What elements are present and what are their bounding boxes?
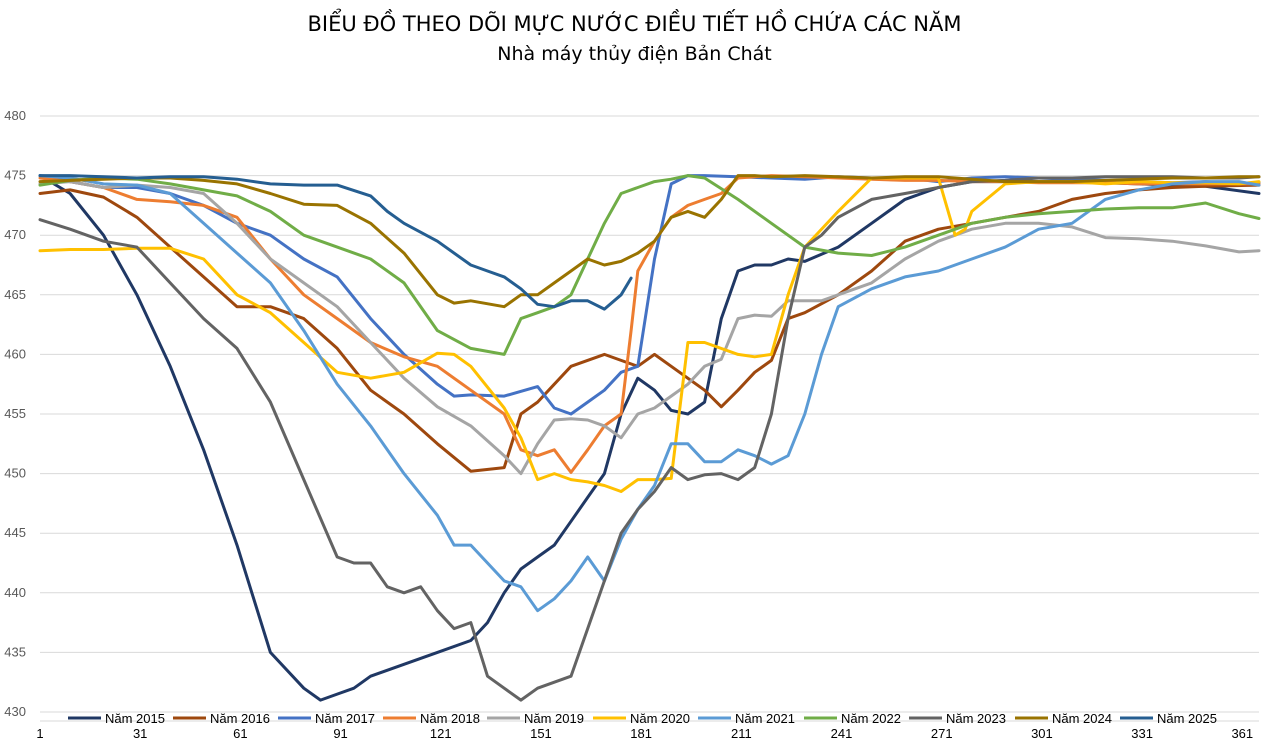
legend-item: Năm 2015 [68, 711, 165, 726]
x-tick-label: 301 [1031, 726, 1053, 741]
x-tick-label: 1 [36, 726, 43, 741]
gridlines [40, 115, 1259, 713]
legend-label: Năm 2025 [1157, 711, 1217, 726]
series-line-5 [38, 180, 1261, 476]
x-tick-label: 241 [831, 726, 853, 741]
y-tick-label: 460 [4, 346, 26, 361]
x-tick-label: 31 [133, 726, 147, 741]
legend-item: Năm 2025 [1120, 711, 1217, 726]
legend-label: Năm 2015 [105, 711, 165, 726]
legend-label: Năm 2017 [315, 711, 375, 726]
chart-subtitle: Nhà máy thủy điện Bản Chát [497, 43, 772, 65]
legend-label: Năm 2024 [1052, 711, 1112, 726]
y-tick-label: 450 [4, 466, 26, 481]
legend-label: Năm 2020 [630, 711, 690, 726]
series-line-10 [38, 174, 1261, 309]
legend-label: Năm 2016 [210, 711, 270, 726]
y-tick-label: 435 [4, 644, 26, 659]
legend-label: Năm 2021 [735, 711, 795, 726]
x-tick-label: 361 [1231, 726, 1253, 741]
series-line-1 [38, 174, 1261, 702]
legend-item: Năm 2021 [698, 711, 795, 726]
legend-label: Năm 2019 [524, 711, 584, 726]
legend-item: Năm 2019 [487, 711, 584, 726]
y-tick-label: 475 [4, 168, 26, 183]
y-tick-label: 465 [4, 287, 26, 302]
x-tick-label: 91 [333, 726, 347, 741]
y-tick-label: 455 [4, 406, 26, 421]
chart-title: BIỂU ĐỒ THEO DÕI MỰC NƯỚC ĐIỀU TIẾT HỒ C… [307, 12, 962, 36]
series-lines [38, 174, 1261, 702]
legend-item: Năm 2017 [278, 711, 375, 726]
legend-item: Năm 2024 [1015, 711, 1112, 726]
y-tick-label: 470 [4, 227, 26, 242]
legend-label: Năm 2022 [841, 711, 901, 726]
series-line-9 [38, 175, 1261, 702]
y-axis: 430 435 440 445 450 455 460 465 470 475 480 [4, 108, 26, 719]
legend-item: Năm 2016 [173, 711, 270, 726]
series-line-7 [38, 174, 1261, 613]
y-tick-label: 430 [4, 704, 26, 719]
legend: Năm 2015 Năm 2016 Năm 2017 Năm 2018 Năm 2019… [68, 711, 1217, 726]
x-tick-label: 331 [1131, 726, 1153, 741]
y-tick-label: 445 [4, 525, 26, 540]
legend-label: Năm 2023 [946, 711, 1006, 726]
x-tick-label: 181 [630, 726, 652, 741]
y-tick-label: 440 [4, 585, 26, 600]
x-axis: 1 31 61 91 121 151 181 211 241 271 301 331 361 [36, 720, 1259, 741]
y-tick-label: 480 [4, 108, 26, 123]
x-tick-label: 151 [530, 726, 552, 741]
x-tick-label: 121 [430, 726, 452, 741]
x-tick-label: 271 [931, 726, 953, 741]
series-line-8 [38, 174, 1261, 356]
legend-label: Năm 2018 [420, 711, 480, 726]
x-tick-label: 61 [233, 726, 247, 741]
series-line-11 [38, 174, 633, 311]
series-line-6 [38, 176, 1261, 493]
legend-item: Năm 2023 [909, 711, 1006, 726]
legend-item: Năm 2020 [593, 711, 690, 726]
x-tick-label: 211 [731, 726, 752, 741]
legend-item: Năm 2022 [804, 711, 901, 726]
legend-item: Năm 2018 [383, 711, 480, 726]
